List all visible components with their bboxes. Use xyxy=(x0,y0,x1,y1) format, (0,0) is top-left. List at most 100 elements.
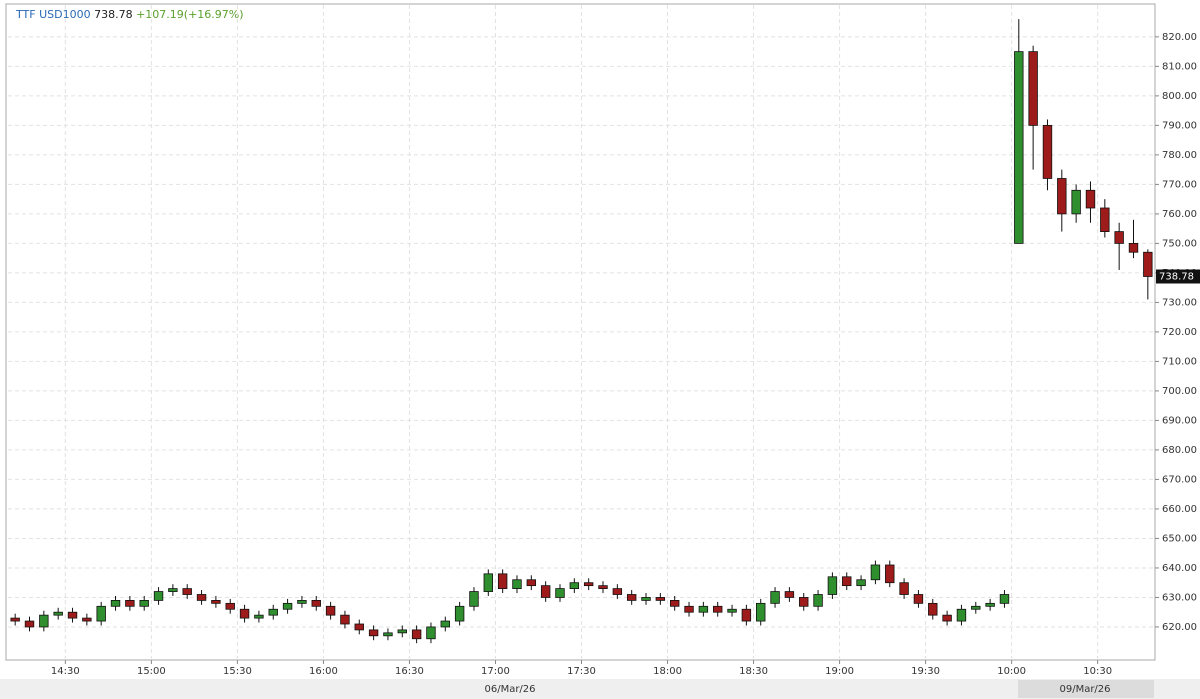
y-tick-label: 750.00 xyxy=(1162,238,1197,249)
candle-body xyxy=(153,591,164,601)
y-tick-label: 760.00 xyxy=(1162,209,1197,220)
candle-body xyxy=(856,579,866,587)
candle-body xyxy=(870,564,881,581)
x-tick-label: 16:30 xyxy=(395,666,424,677)
candle-body xyxy=(756,602,766,622)
y-tick-label: 620.00 xyxy=(1162,622,1197,633)
candle-body xyxy=(24,620,35,628)
candle-body xyxy=(411,629,422,640)
candle-body xyxy=(913,594,924,604)
candle-body xyxy=(885,564,895,584)
candle-body xyxy=(555,588,565,598)
candle-body xyxy=(827,576,838,595)
candle-body xyxy=(354,623,364,631)
candle-body xyxy=(1042,124,1053,179)
candle-body xyxy=(168,588,178,592)
x-tick-label: 15:00 xyxy=(137,666,166,677)
candle-body xyxy=(1114,231,1124,244)
candle-body xyxy=(698,605,709,613)
candle-body xyxy=(899,582,909,595)
candle-body xyxy=(540,585,551,598)
candle-body xyxy=(67,611,78,619)
candle-body xyxy=(1128,242,1139,253)
y-tick-label: 790.00 xyxy=(1162,120,1197,131)
last-price-tag xyxy=(1156,269,1200,284)
candle-body xyxy=(928,602,938,616)
date-highlight xyxy=(1018,680,1154,698)
candle-body xyxy=(598,585,608,589)
candle-body xyxy=(53,611,63,616)
x-tick-label: 16:00 xyxy=(309,666,338,677)
candle-body xyxy=(340,614,350,625)
y-tick-label: 650.00 xyxy=(1162,533,1197,544)
candle-body xyxy=(325,605,336,616)
candle-body xyxy=(454,605,465,622)
candle-body xyxy=(39,614,49,628)
x-tick-label: 19:30 xyxy=(911,666,940,677)
candle-body xyxy=(426,626,436,640)
candle-body xyxy=(254,614,264,619)
y-tick-label: 770.00 xyxy=(1162,179,1197,190)
x-tick-label: 17:00 xyxy=(481,666,510,677)
candle-body xyxy=(110,600,121,607)
candle-body xyxy=(82,617,92,622)
candle-body xyxy=(1028,51,1038,126)
candle-body xyxy=(526,579,537,587)
candle-body xyxy=(497,573,508,589)
candle-body xyxy=(469,591,479,607)
candle-body xyxy=(612,588,623,595)
candle-body xyxy=(626,594,637,601)
candle-body xyxy=(956,608,967,622)
candle-body xyxy=(971,605,981,610)
candle-body xyxy=(842,576,852,587)
y-tick-label: 690.00 xyxy=(1162,415,1197,426)
candle-body xyxy=(569,582,580,589)
y-tick-label: 630.00 xyxy=(1162,592,1197,603)
candle-body xyxy=(1057,178,1067,215)
candle-body xyxy=(583,582,594,587)
y-tick-label: 720.00 xyxy=(1162,327,1197,338)
y-tick-label: 660.00 xyxy=(1162,504,1197,515)
y-tick-label: 820.00 xyxy=(1162,32,1197,43)
candle-body xyxy=(813,594,823,607)
candle-body xyxy=(383,632,393,637)
candle-body xyxy=(942,614,952,622)
candle-body xyxy=(268,608,278,616)
candle-body xyxy=(669,600,680,607)
candle-body xyxy=(985,602,995,607)
candle-body xyxy=(282,602,293,610)
candle-body xyxy=(799,597,809,607)
y-tick-label: 700.00 xyxy=(1162,386,1197,397)
candle-body xyxy=(727,608,737,613)
y-tick-label: 680.00 xyxy=(1162,445,1197,456)
change: +107.19(+16.97%) xyxy=(136,8,243,21)
candle-body xyxy=(1085,189,1096,209)
candle-body xyxy=(139,600,149,607)
candle-body xyxy=(655,597,666,601)
last-price-label: 738.78 xyxy=(1159,272,1194,283)
y-tick-label: 810.00 xyxy=(1162,61,1197,72)
candle-body xyxy=(211,600,221,604)
candle-body xyxy=(684,605,694,613)
candle-body xyxy=(999,594,1010,604)
candle-body xyxy=(397,629,407,634)
y-tick-label: 670.00 xyxy=(1162,474,1197,485)
y-tick-label: 800.00 xyxy=(1162,91,1197,102)
last-price: 738.78 xyxy=(94,8,133,21)
candle-body xyxy=(368,629,379,637)
candle-body xyxy=(96,605,106,622)
candle-body xyxy=(483,573,494,592)
candle-body xyxy=(1071,189,1081,215)
x-tick-label: 14:30 xyxy=(51,666,80,677)
candle-body xyxy=(770,591,780,604)
candle-body xyxy=(1100,207,1110,232)
candle-body xyxy=(641,597,651,601)
candle-body xyxy=(297,600,307,604)
x-tick-label: 15:30 xyxy=(223,666,252,677)
candle-body xyxy=(125,600,135,607)
candle-body xyxy=(225,602,235,610)
x-tick-label: 17:30 xyxy=(567,666,596,677)
instrument: TTF USD1000 xyxy=(15,8,91,21)
